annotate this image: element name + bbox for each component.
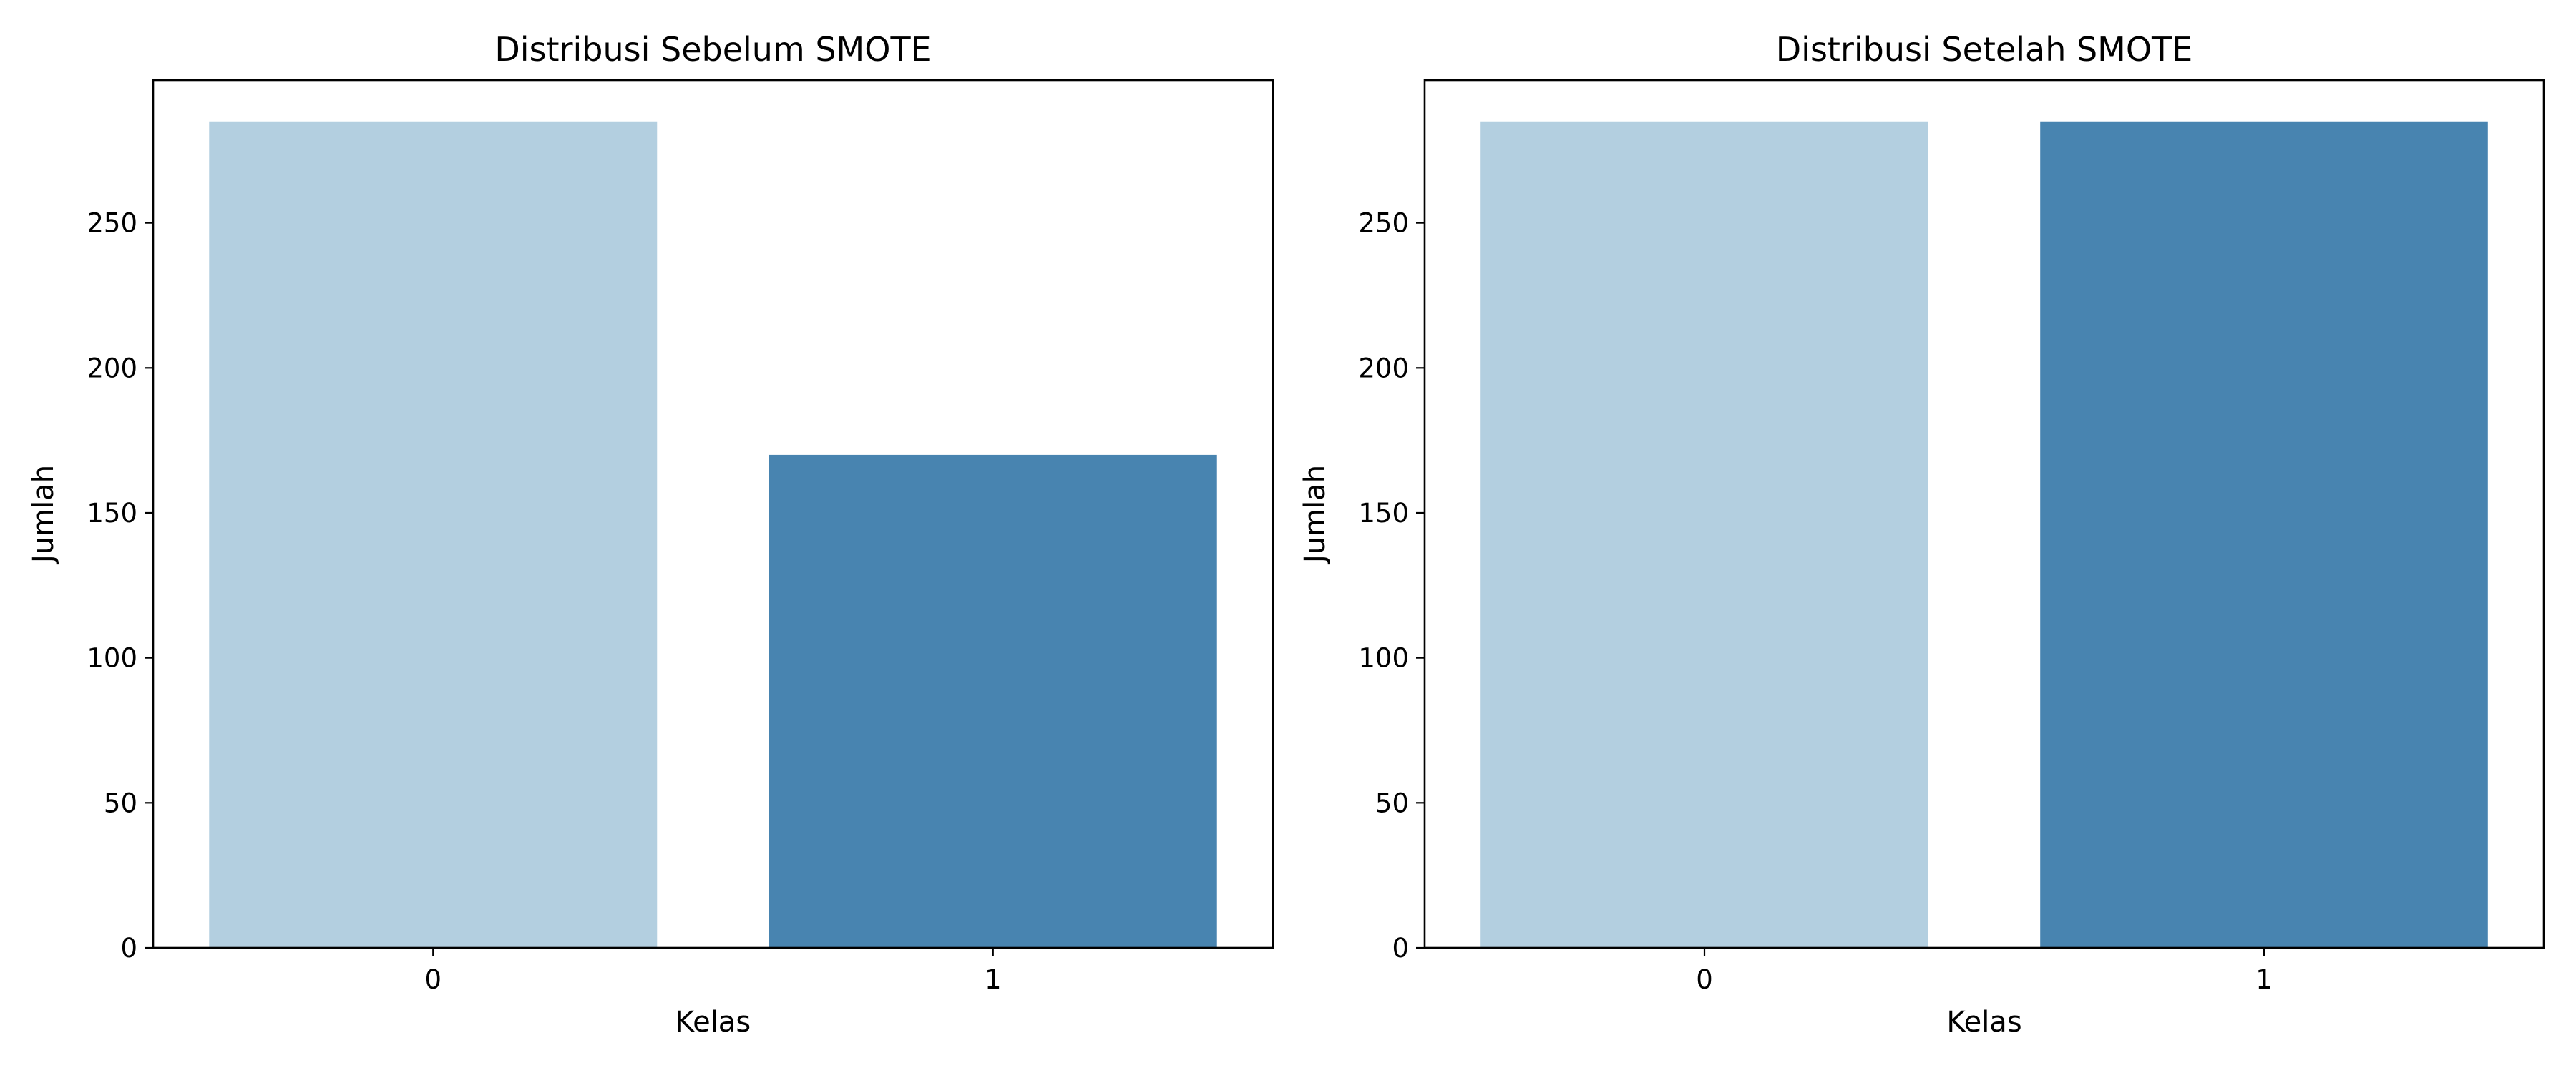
bar-1 xyxy=(769,454,1217,948)
y-tick-label: 50 xyxy=(104,788,137,818)
axes-frame xyxy=(152,79,1274,949)
y-axis-label: Jumlah xyxy=(1299,465,1332,565)
x-axis-label: Kelas xyxy=(1946,1006,2021,1039)
y-tick-label: 50 xyxy=(1375,788,1409,818)
axes-frame xyxy=(1423,79,2545,949)
y-tick-label: 0 xyxy=(120,933,137,964)
y-tick-label: 250 xyxy=(87,208,137,239)
chart-1: 0 50 100 150 200 250 0 1 Distribusi Sebelum SMOT… xyxy=(27,30,1274,1039)
x-tick-label: 1 xyxy=(985,964,1002,995)
chart-2: 0 50 100 150 200 250 0 1 Distribusi Setelah SMOT… xyxy=(1299,30,2545,1039)
y-tick-label: 150 xyxy=(87,498,137,529)
x-tick-label: 0 xyxy=(1696,964,1713,995)
y-tick-label: 200 xyxy=(1358,353,1409,383)
bar-0 xyxy=(209,121,658,948)
chart-title: Distribusi Setelah SMOTE xyxy=(1776,30,2192,69)
y-tick-label: 0 xyxy=(1392,933,1409,964)
chart-title: Distribusi Sebelum SMOTE xyxy=(494,30,931,69)
y-axis-label: Jumlah xyxy=(27,465,60,565)
x-tick-label: 1 xyxy=(2255,964,2273,995)
x-axis-label: Kelas xyxy=(675,1006,751,1039)
y-tick-label: 100 xyxy=(87,643,137,674)
y-tick-label: 200 xyxy=(87,353,137,383)
bar-0 xyxy=(1480,121,1928,948)
y-tick-label: 250 xyxy=(1358,208,1409,239)
x-tick-label: 0 xyxy=(424,964,441,995)
y-tick-label: 150 xyxy=(1358,498,1409,529)
bar-1 xyxy=(2040,121,2488,948)
y-tick-label: 100 xyxy=(1358,643,1409,674)
